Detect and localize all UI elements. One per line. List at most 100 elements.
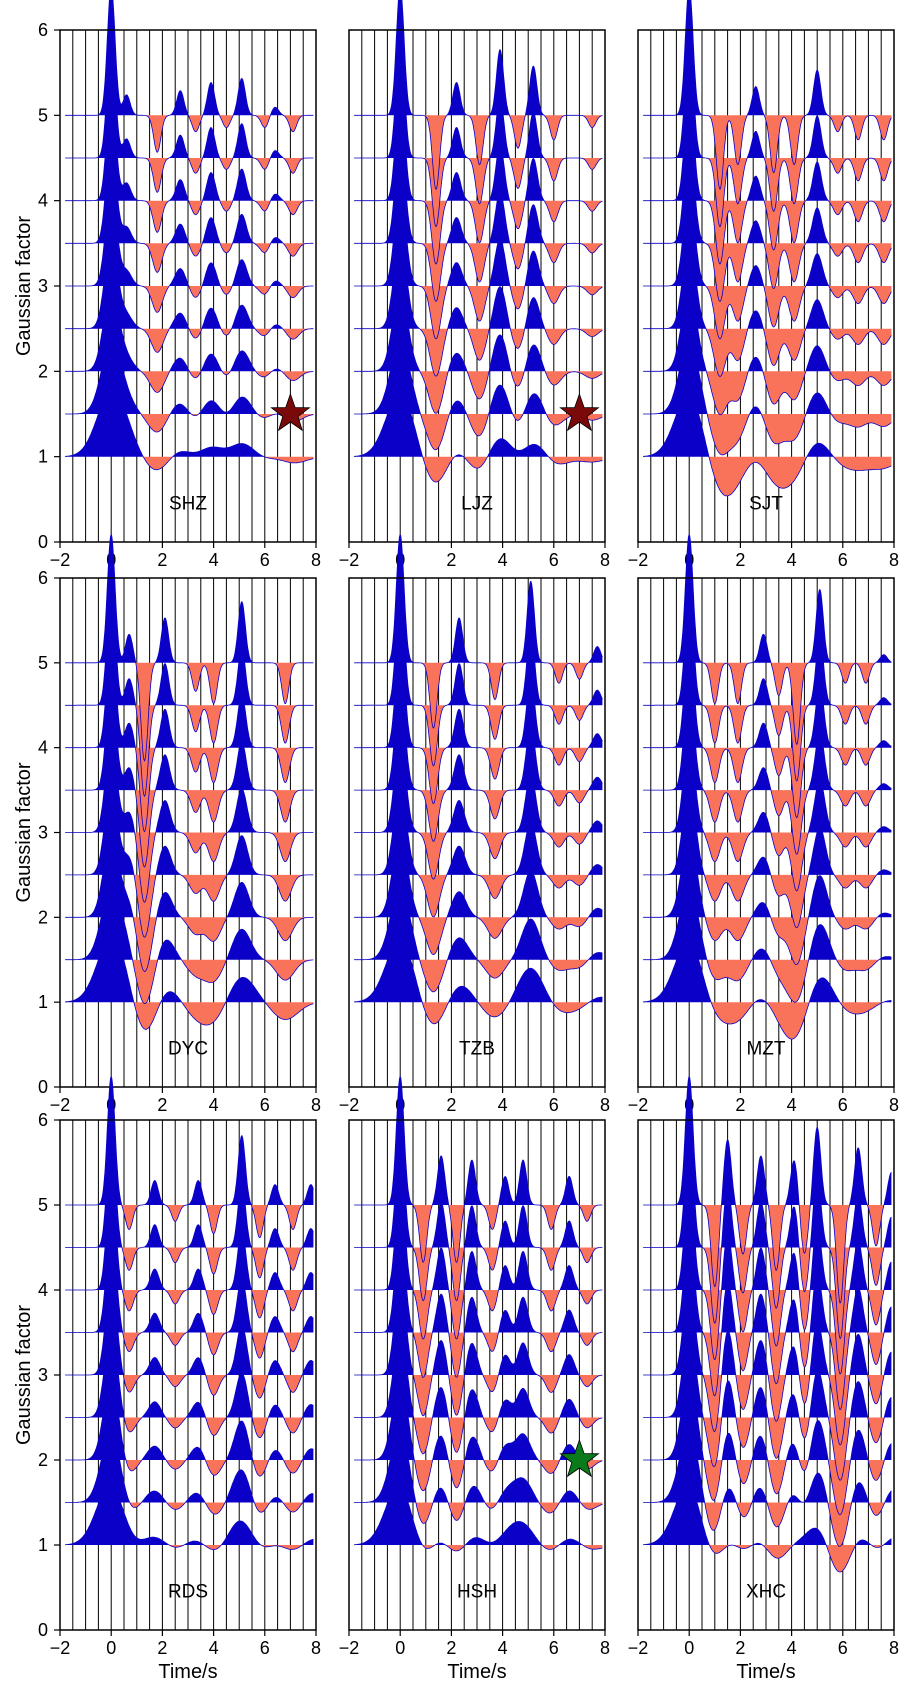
- y-tick-label: 2: [38, 1450, 48, 1470]
- positive-fill: [65, 935, 314, 1003]
- positive-fill: [354, 888, 603, 960]
- trace-line: [643, 1075, 892, 1304]
- negative-fill: [643, 1417, 892, 1481]
- positive-fill: [354, 1127, 603, 1248]
- negative-fill: [643, 414, 892, 455]
- positive-fill: [65, 534, 314, 663]
- negative-fill: [643, 705, 892, 781]
- trace-line: [643, 533, 892, 745]
- trace-g3.5: [65, 1227, 314, 1359]
- negative-fill: [354, 286, 603, 339]
- x-tick-label: 2: [735, 1638, 745, 1658]
- negative-fill: [65, 662, 314, 761]
- positive-fill: [354, 0, 603, 116]
- y-tick-label: 2: [38, 361, 48, 381]
- negative-fill: [65, 371, 314, 393]
- negative-fill: [354, 200, 603, 264]
- positive-fill: [354, 393, 603, 457]
- negative-fill: [354, 414, 603, 450]
- negative-fill: [354, 1417, 603, 1454]
- x-tick-label: 6: [838, 1638, 848, 1658]
- trace-g5: [65, 0, 314, 153]
- positive-fill: [643, 291, 892, 372]
- panel-frame: [348, 29, 606, 543]
- x-tick-label: 8: [889, 1095, 899, 1115]
- station-label: RDS: [168, 1582, 208, 1603]
- negative-fill: [65, 1332, 314, 1359]
- negative-fill: [65, 1290, 314, 1318]
- x-tick-label: −2: [628, 1095, 649, 1115]
- negative-fill: [354, 456, 603, 482]
- negative-fill: [65, 158, 314, 193]
- negative-fill: [354, 1460, 603, 1491]
- y-tick-label: 6: [38, 568, 48, 588]
- y-tick-label: 1: [38, 447, 48, 467]
- trace-line: [65, 533, 314, 762]
- positive-fill: [354, 1076, 603, 1205]
- positive-fill: [65, 886, 314, 960]
- y-axis-label: Gaussian factor: [13, 216, 35, 356]
- negative-fill: [354, 1545, 603, 1551]
- x-axis-label: Time/s: [447, 1661, 506, 1683]
- x-tick-label: 2: [157, 1638, 167, 1658]
- x-tick-label: 4: [787, 1638, 797, 1658]
- negative-fill: [354, 832, 603, 880]
- positive-fill: [354, 585, 603, 706]
- negative-fill: [643, 456, 892, 496]
- negative-fill: [354, 371, 603, 414]
- y-tick-label: 6: [38, 1110, 48, 1130]
- station-label: SHZ: [169, 493, 207, 514]
- trace-g5: [643, 0, 892, 190]
- x-tick-label: 2: [157, 1095, 167, 1115]
- trace-g3: [65, 1278, 314, 1399]
- trace-g5: [65, 1075, 314, 1239]
- negative-fill: [643, 747, 892, 818]
- trace-g4.5: [65, 584, 314, 798]
- positive-fill: [643, 1076, 892, 1205]
- negative-fill: [354, 790, 603, 842]
- x-tick-label: 2: [735, 550, 745, 570]
- positive-fill: [643, 941, 892, 1003]
- y-tick-label: 4: [38, 1280, 48, 1300]
- trace-g5: [354, 533, 603, 729]
- y-tick-label: 3: [38, 276, 48, 296]
- trace-g5: [354, 0, 603, 191]
- positive-fill: [643, 534, 892, 663]
- y-tick-label: 5: [38, 1195, 48, 1215]
- x-tick-label: 6: [549, 1638, 559, 1658]
- y-tick-label: 2: [38, 907, 48, 927]
- trace-g5: [643, 533, 892, 745]
- trace-g5: [354, 1075, 603, 1263]
- positive-fill: [65, 1485, 314, 1545]
- positive-fill: [65, 0, 314, 116]
- negative-fill: [643, 874, 892, 928]
- negative-fill: [643, 243, 892, 302]
- negative-fill: [65, 1205, 314, 1238]
- star-marker-icon: [559, 1438, 600, 1478]
- trace-g5: [65, 533, 314, 762]
- x-tick-label: −2: [50, 550, 71, 570]
- y-tick-label: 5: [38, 105, 48, 125]
- x-tick-label: 2: [446, 550, 456, 570]
- panel-xhc: XHC −2 0 2 4 6 8 Time/s: [628, 1075, 899, 1683]
- x-tick-label: 6: [260, 550, 270, 570]
- panel-frame: [348, 1119, 606, 1631]
- y-tick-label: 1: [38, 992, 48, 1012]
- negative-fill: [354, 1375, 603, 1416]
- positive-fill: [65, 388, 314, 457]
- x-tick-label: 8: [311, 1095, 321, 1115]
- x-tick-label: 8: [889, 1638, 899, 1658]
- station-label: MZT: [746, 1039, 785, 1060]
- negative-fill: [65, 243, 314, 273]
- negative-fill: [643, 790, 892, 855]
- station-label: TZB: [459, 1039, 495, 1060]
- trace-line: [643, 0, 892, 190]
- negative-fill: [643, 917, 892, 965]
- x-tick-label: 4: [498, 550, 508, 570]
- negative-fill: [643, 1545, 892, 1572]
- x-tick-label: 6: [838, 550, 848, 570]
